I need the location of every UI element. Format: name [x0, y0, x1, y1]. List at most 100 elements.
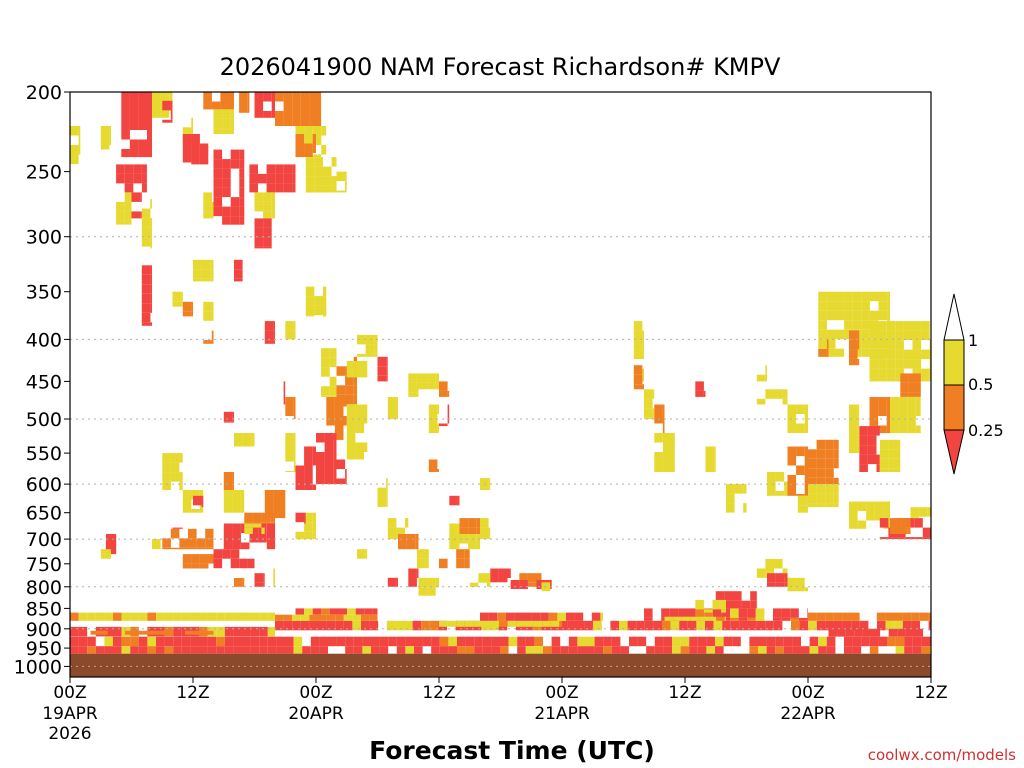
ri-cell — [275, 111, 284, 121]
ri-cell — [474, 646, 483, 654]
x-year-label: 2026 — [48, 724, 91, 744]
ri-cell — [223, 411, 233, 422]
ri-cell — [334, 435, 344, 440]
ri-cell — [179, 453, 183, 463]
ri-cell — [833, 612, 843, 621]
ri-cell — [490, 620, 500, 627]
ri-cell — [160, 92, 170, 102]
ri-cell — [696, 620, 705, 631]
ri-cell — [712, 608, 722, 618]
ri-cell — [150, 265, 152, 275]
ri-cell — [232, 481, 234, 490]
ri-cell — [210, 259, 214, 270]
ri-cell — [141, 265, 151, 275]
ri-cell — [282, 490, 286, 500]
ri-cell — [130, 636, 139, 647]
ri-cell — [869, 378, 879, 382]
ri-cell — [170, 528, 180, 539]
ri-cell — [222, 187, 231, 198]
ri-cell — [264, 321, 274, 331]
ri-cell — [357, 334, 366, 345]
colorbar-bin-above-1 — [943, 293, 965, 341]
ri-cell — [488, 612, 498, 621]
ri-cell — [878, 339, 888, 349]
ri-cell — [203, 211, 212, 219]
ri-cell — [671, 433, 675, 443]
ri-cell — [516, 620, 525, 627]
ri-cell — [116, 173, 125, 184]
ri-cell — [808, 620, 817, 631]
ri-cell — [321, 357, 330, 368]
ri-cell — [886, 321, 896, 331]
ri-cell — [295, 153, 305, 157]
ri-cell — [672, 636, 681, 647]
ri-cell — [456, 620, 465, 627]
ri-cell — [897, 439, 901, 450]
ri-cell — [706, 646, 715, 654]
ri-cell — [70, 145, 79, 155]
ri-cell — [345, 646, 354, 654]
ri-cell — [574, 612, 584, 621]
ri-cell — [519, 580, 528, 589]
ri-cell — [249, 183, 258, 193]
ri-cell — [147, 92, 152, 102]
ri-cell — [263, 218, 272, 228]
ri-cell — [898, 406, 908, 416]
ri-cell — [542, 620, 551, 627]
ri-cell — [293, 442, 296, 452]
ri-cell — [305, 305, 315, 316]
ri-cell — [418, 373, 428, 383]
ri-cell — [147, 139, 152, 149]
ri-cell — [152, 92, 161, 102]
ri-cell — [211, 311, 214, 321]
ri-cell — [205, 538, 214, 548]
ri-cell — [387, 577, 397, 587]
credit-text: coolwx.com/models — [868, 746, 1016, 764]
ri-cell — [182, 153, 192, 163]
ri-cell — [361, 614, 370, 621]
ri-cell — [266, 164, 276, 174]
ri-cell — [173, 636, 182, 647]
ri-cell — [263, 573, 265, 583]
ri-cell — [150, 199, 152, 209]
ri-cell — [439, 646, 449, 654]
ri-cell — [162, 100, 171, 111]
ri-cell — [912, 359, 922, 369]
ri-cell — [900, 373, 909, 383]
ri-cell — [386, 478, 388, 488]
ri-cell — [234, 269, 243, 279]
y-tick-label: 200 — [26, 82, 62, 104]
ri-cell — [242, 442, 252, 447]
ri-cell — [233, 636, 242, 647]
ri-cell — [482, 620, 491, 627]
ri-cell — [275, 183, 284, 193]
ri-cell — [464, 549, 470, 559]
ri-cell — [825, 468, 834, 478]
ri-cell — [224, 636, 234, 647]
ri-cell — [680, 646, 690, 654]
ri-cell — [929, 378, 931, 382]
ri-cell — [818, 320, 827, 330]
ri-cell — [857, 404, 860, 414]
ri-cell — [834, 620, 843, 631]
ri-cell — [211, 211, 214, 219]
ri-cell — [141, 208, 151, 219]
ri-cell — [223, 542, 233, 550]
ri-cell — [232, 490, 241, 500]
ri-cell — [507, 620, 517, 627]
ri-cell — [766, 636, 776, 647]
ri-cell — [70, 154, 79, 164]
ri-cell — [852, 646, 862, 654]
ri-cell — [796, 587, 805, 592]
ri-cell — [396, 636, 406, 647]
ri-cell — [305, 296, 315, 306]
ri-cell — [364, 361, 368, 371]
ri-cell — [457, 533, 460, 543]
ri-cell — [787, 423, 797, 433]
ri-cell — [714, 446, 716, 456]
ri-cell — [878, 301, 888, 311]
ri-cell — [211, 101, 221, 110]
ri-cell — [170, 100, 173, 111]
ri-cell — [663, 636, 672, 647]
ri-cell — [833, 484, 839, 494]
